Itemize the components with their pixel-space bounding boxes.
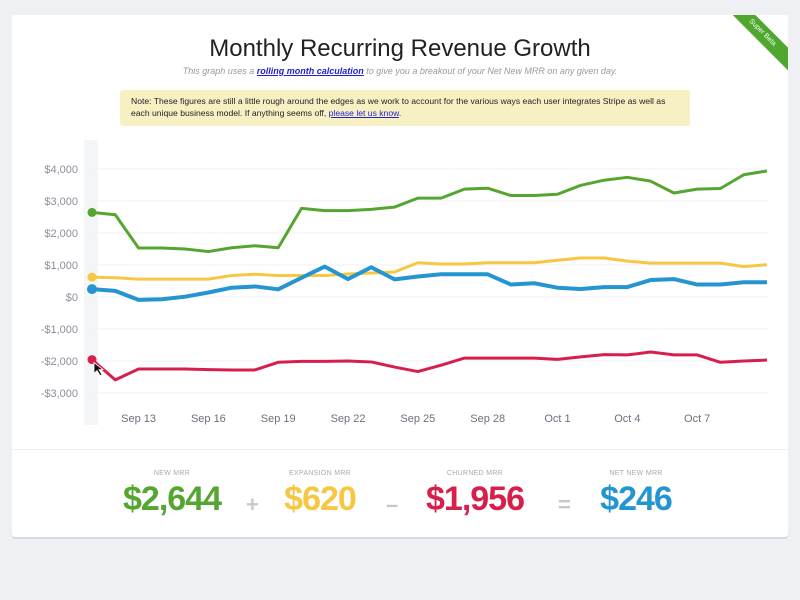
operator-sign: – <box>386 492 399 517</box>
summary-churned-mrr: CHURNED MRR $1,956 <box>385 470 565 519</box>
cursor-icon <box>93 361 105 377</box>
x-tick-label: Sep 16 <box>191 413 226 425</box>
x-tick-label: Sep 25 <box>400 413 435 425</box>
divider <box>12 449 788 450</box>
series-line-churned <box>91 350 768 382</box>
summary-label: CHURNED MRR <box>446 470 504 477</box>
operator-sign: + <box>246 492 259 517</box>
note-end: . <box>398 108 402 118</box>
x-tick-label: Sep 22 <box>331 413 366 425</box>
x-tick-label: Sep 19 <box>261 413 296 425</box>
summary-label: NET NEW MRR <box>609 470 663 477</box>
summary-expansion-mrr: EXPANSION MRR $620 <box>230 470 410 519</box>
note-banner: Note: These figures are still a little r… <box>120 90 690 126</box>
operator-sign: = <box>558 492 571 517</box>
summary-value: $620 <box>284 480 357 518</box>
subtitle-text-end: to give you a breakout of your Net New M… <box>363 66 618 76</box>
series-marker-churned <box>87 355 97 365</box>
hover-band <box>84 140 98 425</box>
x-tick-label: Sep 13 <box>121 413 156 425</box>
y-tick-label: -$1,000 <box>41 324 78 336</box>
y-tick-label: $2,000 <box>44 228 78 240</box>
mrr-line-chart[interactable]: $4,000 $3,000 $2,000 $1,000 $0 -$1,000 -$2,000… <box>12 15 788 449</box>
summary-label: NEW MRR <box>153 470 191 477</box>
series-line-net <box>91 264 767 302</box>
series-marker-expansion <box>87 272 97 282</box>
y-tick-label: -$2,000 <box>41 356 78 368</box>
contact-link[interactable]: please let us know <box>328 108 399 118</box>
y-tick-label: -$3,000 <box>41 388 78 400</box>
series-marker-new <box>87 207 97 217</box>
page-title: Monthly Recurring Revenue Growth <box>209 35 591 62</box>
y-tick-label: $1,000 <box>44 260 78 272</box>
series-line-new <box>91 169 768 254</box>
rolling-month-link[interactable]: rolling month calculation <box>256 66 364 76</box>
mrr-card: Super Beta Monthly Recurring Revenue Gro… <box>12 15 788 537</box>
summary-label: EXPANSION MRR <box>288 470 352 477</box>
summary-value: $1,956 <box>426 480 525 518</box>
x-tick-label: Oct 1 <box>544 413 570 425</box>
y-tick-label: $3,000 <box>44 196 78 208</box>
series-line-expansion <box>91 256 768 281</box>
note-text: Note: These figures are still a little r… <box>131 96 666 118</box>
subtitle: This graph uses a rolling month calculat… <box>12 66 788 76</box>
series-marker-net <box>87 284 97 295</box>
y-tick-label: $4,000 <box>44 164 78 176</box>
subtitle-text: This graph uses a <box>182 66 257 76</box>
summary-new-mrr: NEW MRR $2,644 <box>82 470 262 519</box>
summary-value: $2,644 <box>123 480 222 518</box>
summary-net-new-mrr: NET NEW MRR $246 <box>546 470 726 519</box>
y-tick-label: $0 <box>66 292 78 304</box>
x-tick-label: Oct 7 <box>684 413 710 425</box>
summary-value: $246 <box>600 480 673 518</box>
x-tick-label: Oct 4 <box>614 413 640 425</box>
x-tick-label: Sep 28 <box>470 413 505 425</box>
